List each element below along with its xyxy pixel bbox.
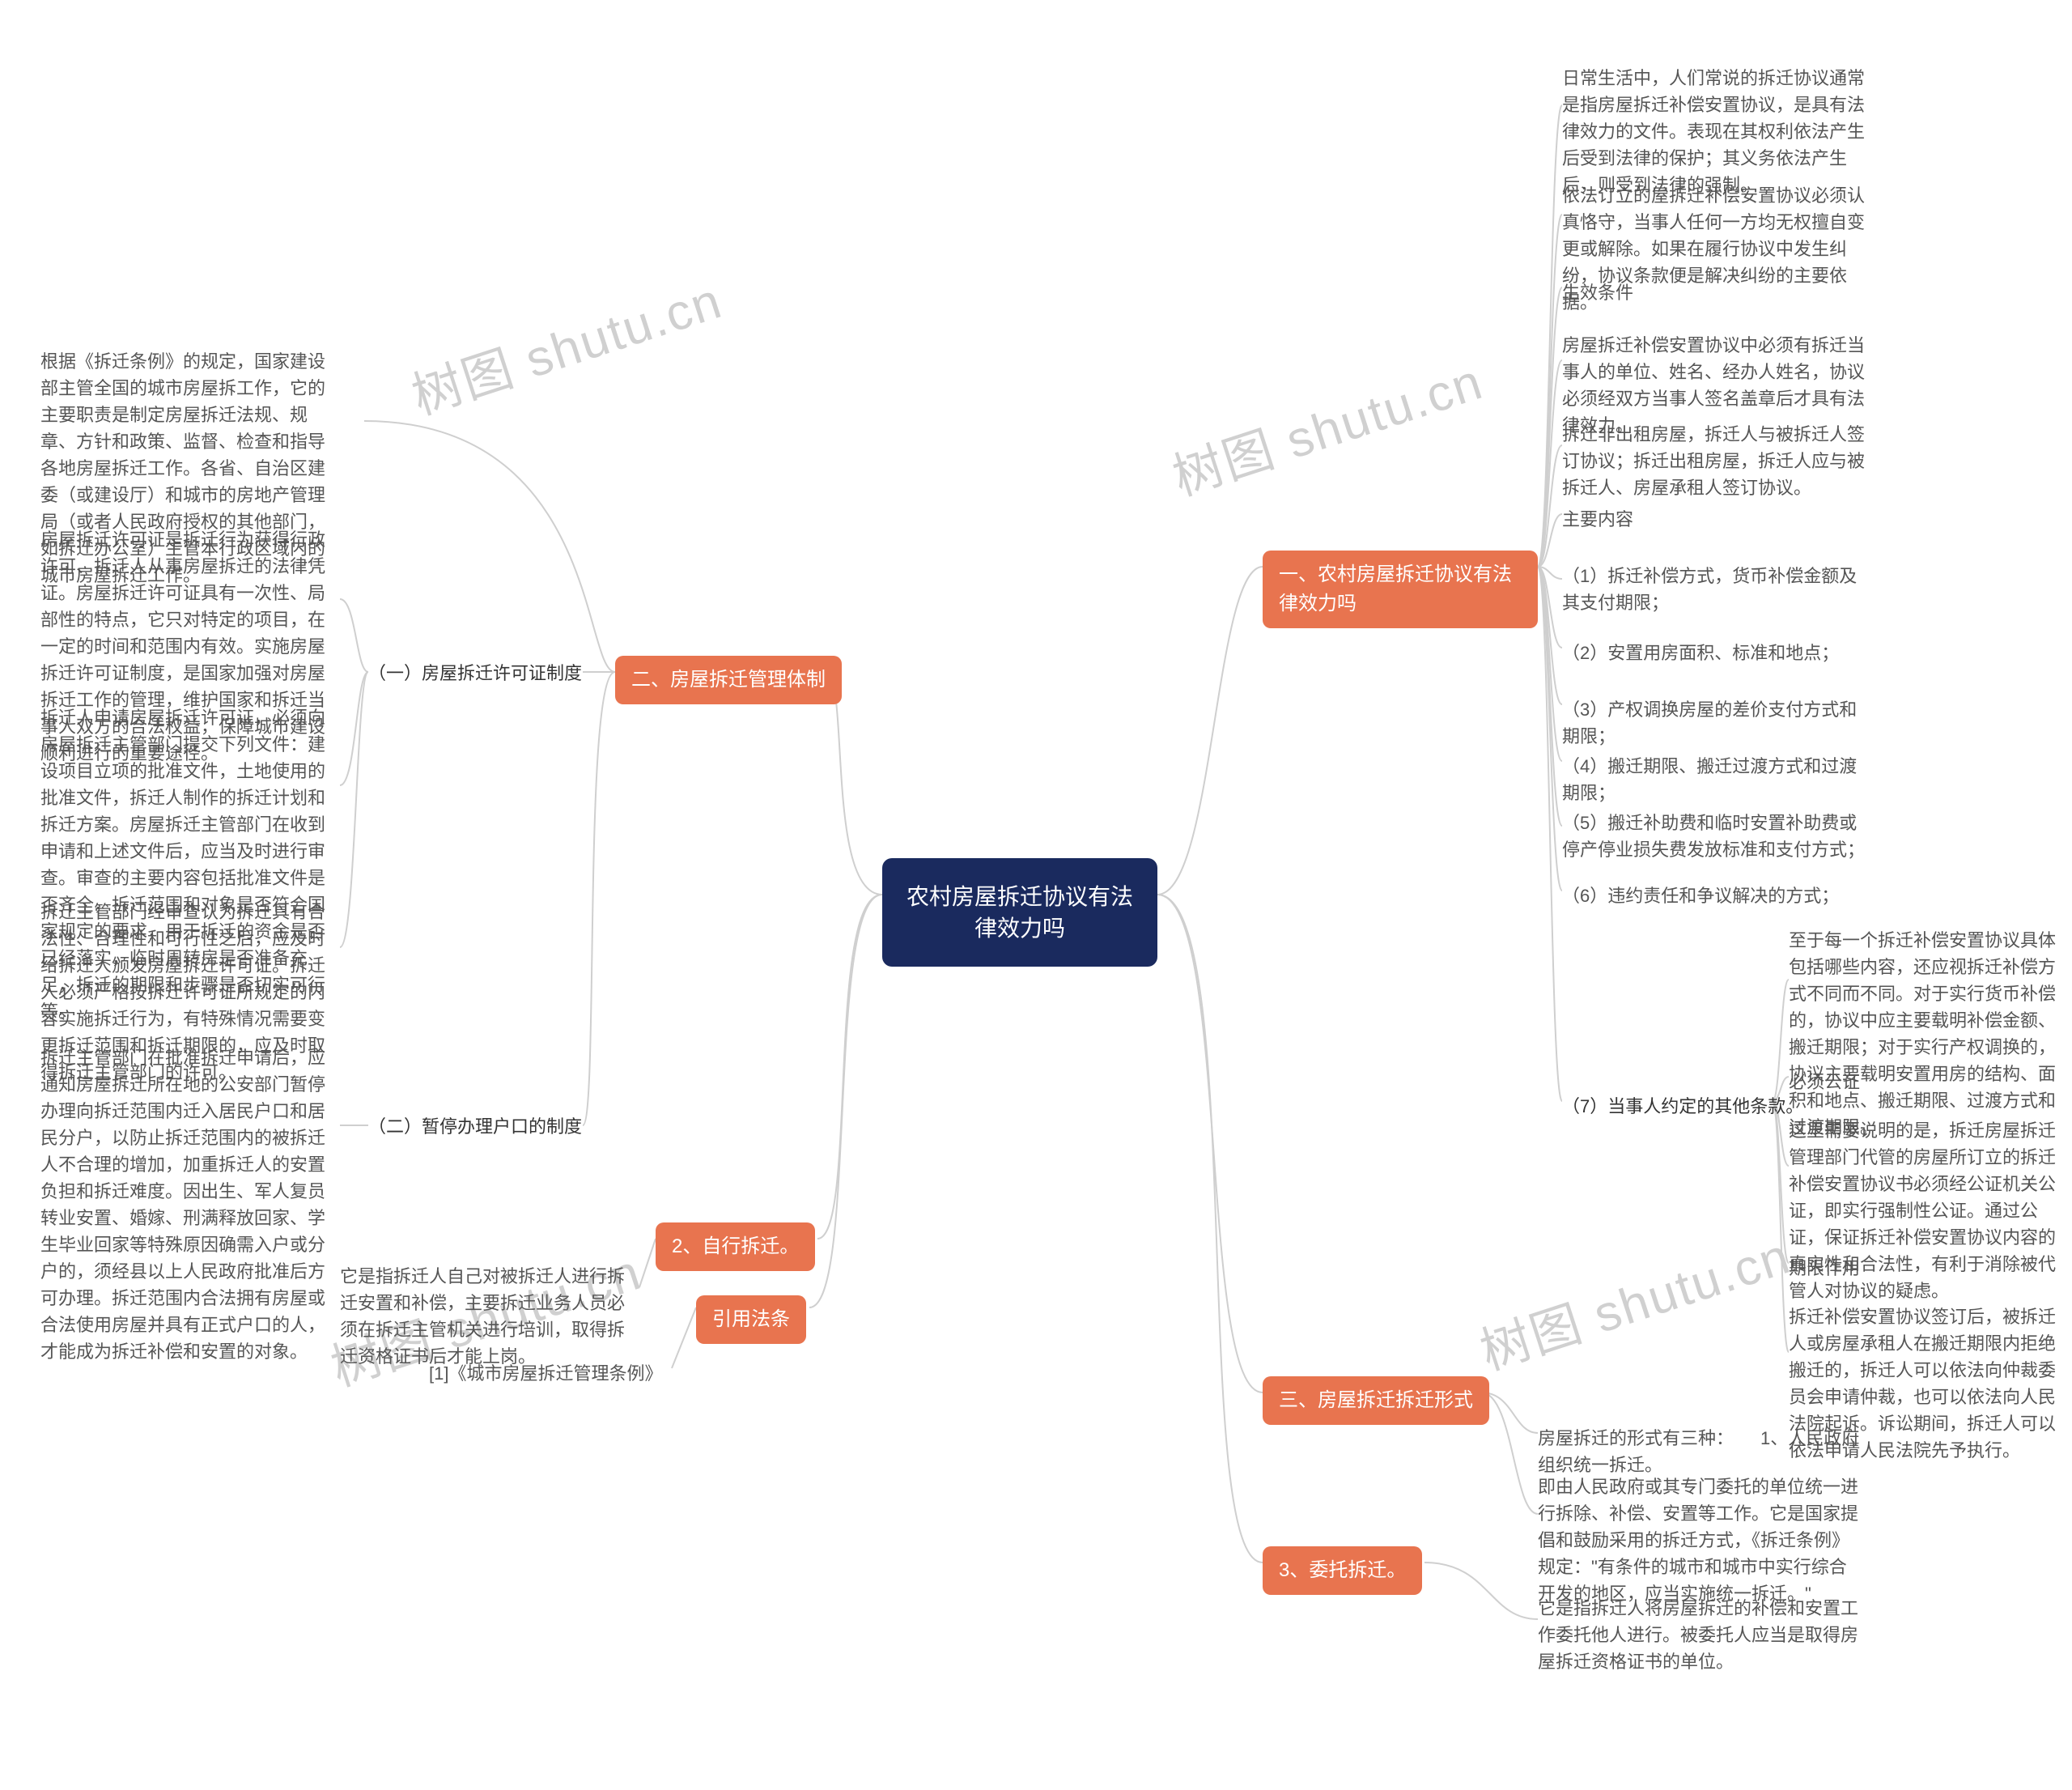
branch-6: 3、委托拆迁。 — [1263, 1546, 1422, 1595]
leaf-r11: （5）搬迁补助费和临时安置补助费或停产停业损失费发放标准和支付方式； — [1562, 810, 1870, 863]
central-node: 农村房屋拆迁协议有法律效力吗 — [882, 858, 1157, 967]
leaf-r7: （1）拆迁补偿方式，货币补偿金额及其支付期限； — [1562, 563, 1870, 616]
leaf-r8: （2）安置用房面积、标准和地点； — [1562, 640, 1870, 666]
leaf-rf3: 它是指拆迁人将房屋拆迁的补偿和安置工作委托他人进行。被委托人应当是取得房屋拆迁资… — [1538, 1595, 1862, 1675]
sub-1-7: （7）当事人约定的其他条款。 — [1562, 1093, 1803, 1120]
leaf-r1: 日常生活中，人们常说的拆迁协议通常是指房屋拆迁补偿安置协议，是具有法律效力的文件… — [1562, 65, 1870, 198]
leaf-r12: （6）违约责任和争议解决的方式； — [1562, 882, 1870, 909]
leaf-r3: 生效条件 — [1562, 279, 1870, 306]
leaf-l5: 拆迁主管部门在批准拆迁申请后，应通知房屋拆迁所在地的公安部门暂停办理向拆迁范围内… — [40, 1044, 340, 1365]
leaf-r6: 主要内容 — [1562, 506, 1870, 533]
leaf-l6: 它是指拆迁人自己对被拆迁人进行拆迁安置和补偿，主要拆迁业务人员必须在拆迁主管机关… — [340, 1263, 639, 1370]
branch-3: 2、自行拆迁。 — [656, 1222, 815, 1271]
sub-2a: （一）房屋拆迁许可证制度 — [368, 660, 582, 687]
leaf-r5: 拆迁非出租房屋，拆迁人与被拆迁人签订协议；拆迁出租房屋，拆迁人应与被拆迁人、房屋… — [1562, 421, 1870, 501]
leaf-l7: [1]《城市房屋拆迁管理条例》 — [429, 1360, 672, 1387]
leaf-r13d: 期限作用 — [1789, 1255, 2056, 1282]
leaf-r13a: 至于每一个拆迁补偿安置协议具体包括哪些内容，还应视拆迁补偿方式不同而不同。对于实… — [1789, 927, 2056, 1141]
leaf-r9: （3）产权调换房屋的差价支付方式和期限； — [1562, 696, 1870, 750]
leaf-r13b: 必须公证 — [1789, 1069, 2056, 1095]
branch-5: 三、房屋拆迁拆迁形式 — [1263, 1376, 1489, 1425]
leaf-rf2: 即由人民政府或其专门委托的单位统一进行拆除、补偿、安置等工作。它是国家提倡和鼓励… — [1538, 1473, 1862, 1607]
branch-1: 一、农村房屋拆迁协议有法律效力吗 — [1263, 551, 1538, 628]
branch-2: 二、房屋拆迁管理体制 — [615, 656, 842, 704]
leaf-rf1: 房屋拆迁的形式有三种： 1、人民政府组织统一拆迁。 — [1538, 1425, 1862, 1478]
branch-4: 引用法条 — [696, 1295, 806, 1344]
leaf-r10: （4）搬迁期限、搬迁过渡方式和过渡期限； — [1562, 753, 1870, 806]
sub-2b: （二）暂停办理户口的制度 — [368, 1113, 582, 1140]
